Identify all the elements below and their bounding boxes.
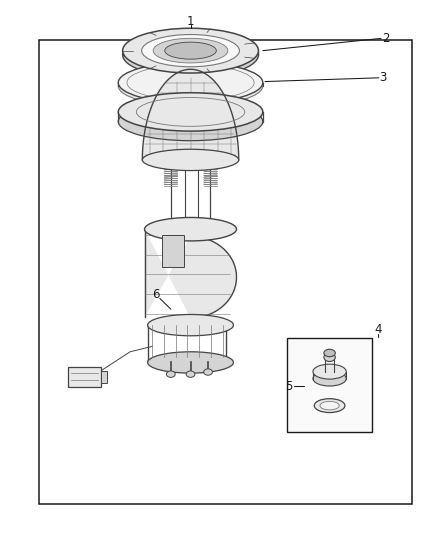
Ellipse shape xyxy=(165,42,216,59)
Ellipse shape xyxy=(166,371,175,377)
Ellipse shape xyxy=(118,62,263,103)
Text: 2: 2 xyxy=(381,32,389,45)
Ellipse shape xyxy=(123,28,258,73)
Ellipse shape xyxy=(314,399,345,413)
Text: 3: 3 xyxy=(380,71,387,84)
Ellipse shape xyxy=(153,38,228,63)
Bar xyxy=(101,371,107,383)
Ellipse shape xyxy=(313,371,346,386)
Text: 5: 5 xyxy=(286,380,293,393)
Ellipse shape xyxy=(118,93,263,131)
Ellipse shape xyxy=(320,401,339,410)
Ellipse shape xyxy=(148,352,233,373)
Ellipse shape xyxy=(145,217,237,241)
Ellipse shape xyxy=(324,353,336,361)
Text: 4: 4 xyxy=(374,323,382,336)
Bar xyxy=(68,367,101,387)
Bar xyxy=(287,338,372,432)
Text: 6: 6 xyxy=(152,288,159,301)
Polygon shape xyxy=(145,229,237,318)
Text: 1: 1 xyxy=(187,15,194,28)
Ellipse shape xyxy=(324,349,336,357)
Ellipse shape xyxy=(148,314,233,336)
Ellipse shape xyxy=(186,371,195,377)
Ellipse shape xyxy=(141,35,240,67)
Ellipse shape xyxy=(204,369,212,375)
Polygon shape xyxy=(142,69,239,160)
Bar xyxy=(39,40,412,504)
Ellipse shape xyxy=(123,33,258,77)
Ellipse shape xyxy=(313,364,346,379)
Ellipse shape xyxy=(142,149,239,171)
Ellipse shape xyxy=(118,66,263,106)
Bar xyxy=(162,235,184,266)
Ellipse shape xyxy=(118,102,263,141)
